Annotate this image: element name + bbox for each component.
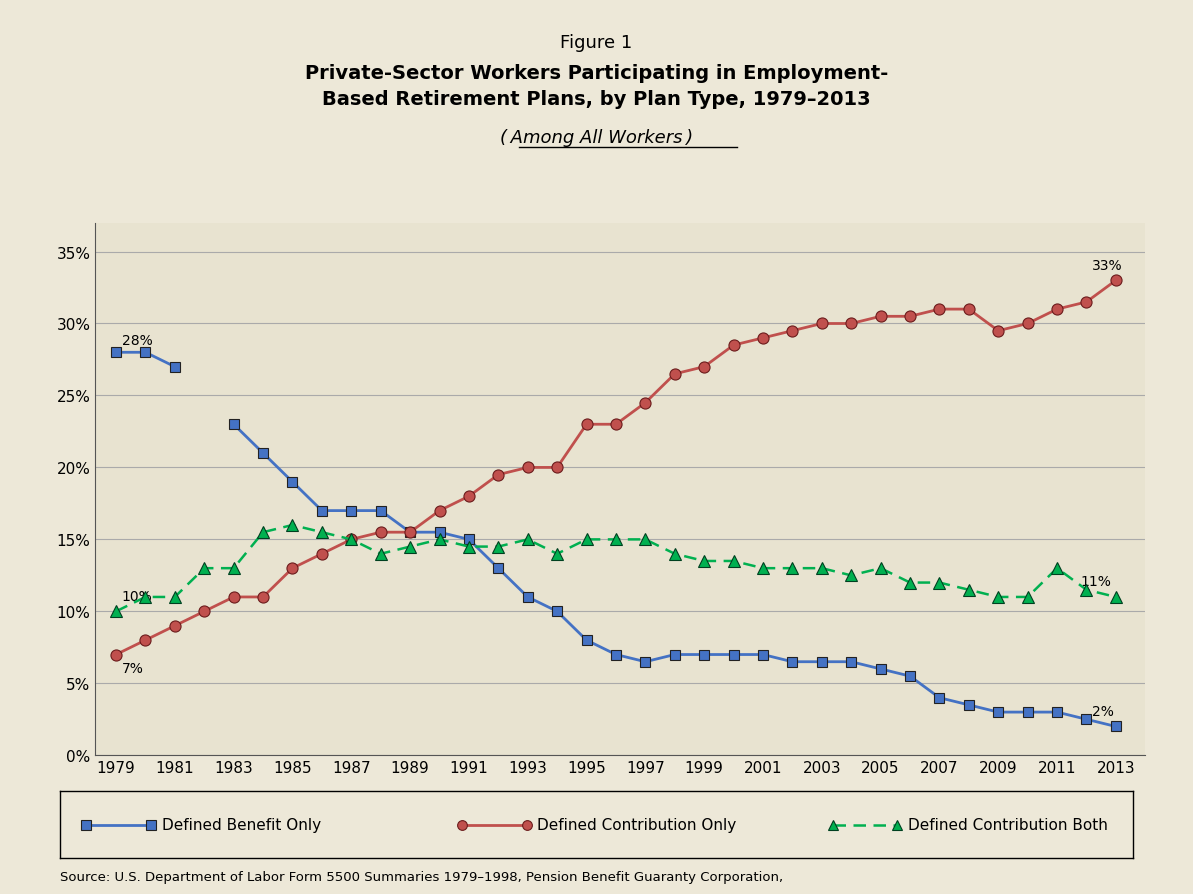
Text: 28%: 28% (122, 333, 153, 347)
Text: ( Among All Workers ): ( Among All Workers ) (500, 129, 693, 147)
Text: 33%: 33% (1093, 258, 1123, 273)
Text: 2%: 2% (1093, 704, 1114, 718)
Text: Source: U.S. Department of Labor Form 5500 Summaries 1979–1998, Pension Benefit : Source: U.S. Department of Labor Form 55… (60, 870, 783, 883)
Text: Figure 1: Figure 1 (561, 34, 632, 52)
Text: 10%: 10% (122, 589, 153, 603)
Text: Defined Contribution Both: Defined Contribution Both (908, 817, 1108, 832)
Text: 11%: 11% (1081, 575, 1112, 588)
Text: 7%: 7% (122, 661, 144, 675)
Text: Defined Contribution Only: Defined Contribution Only (537, 817, 737, 832)
Text: Defined Benefit Only: Defined Benefit Only (162, 817, 321, 832)
Text: Private-Sector Workers Participating in Employment-
Based Retirement Plans, by P: Private-Sector Workers Participating in … (305, 64, 888, 109)
